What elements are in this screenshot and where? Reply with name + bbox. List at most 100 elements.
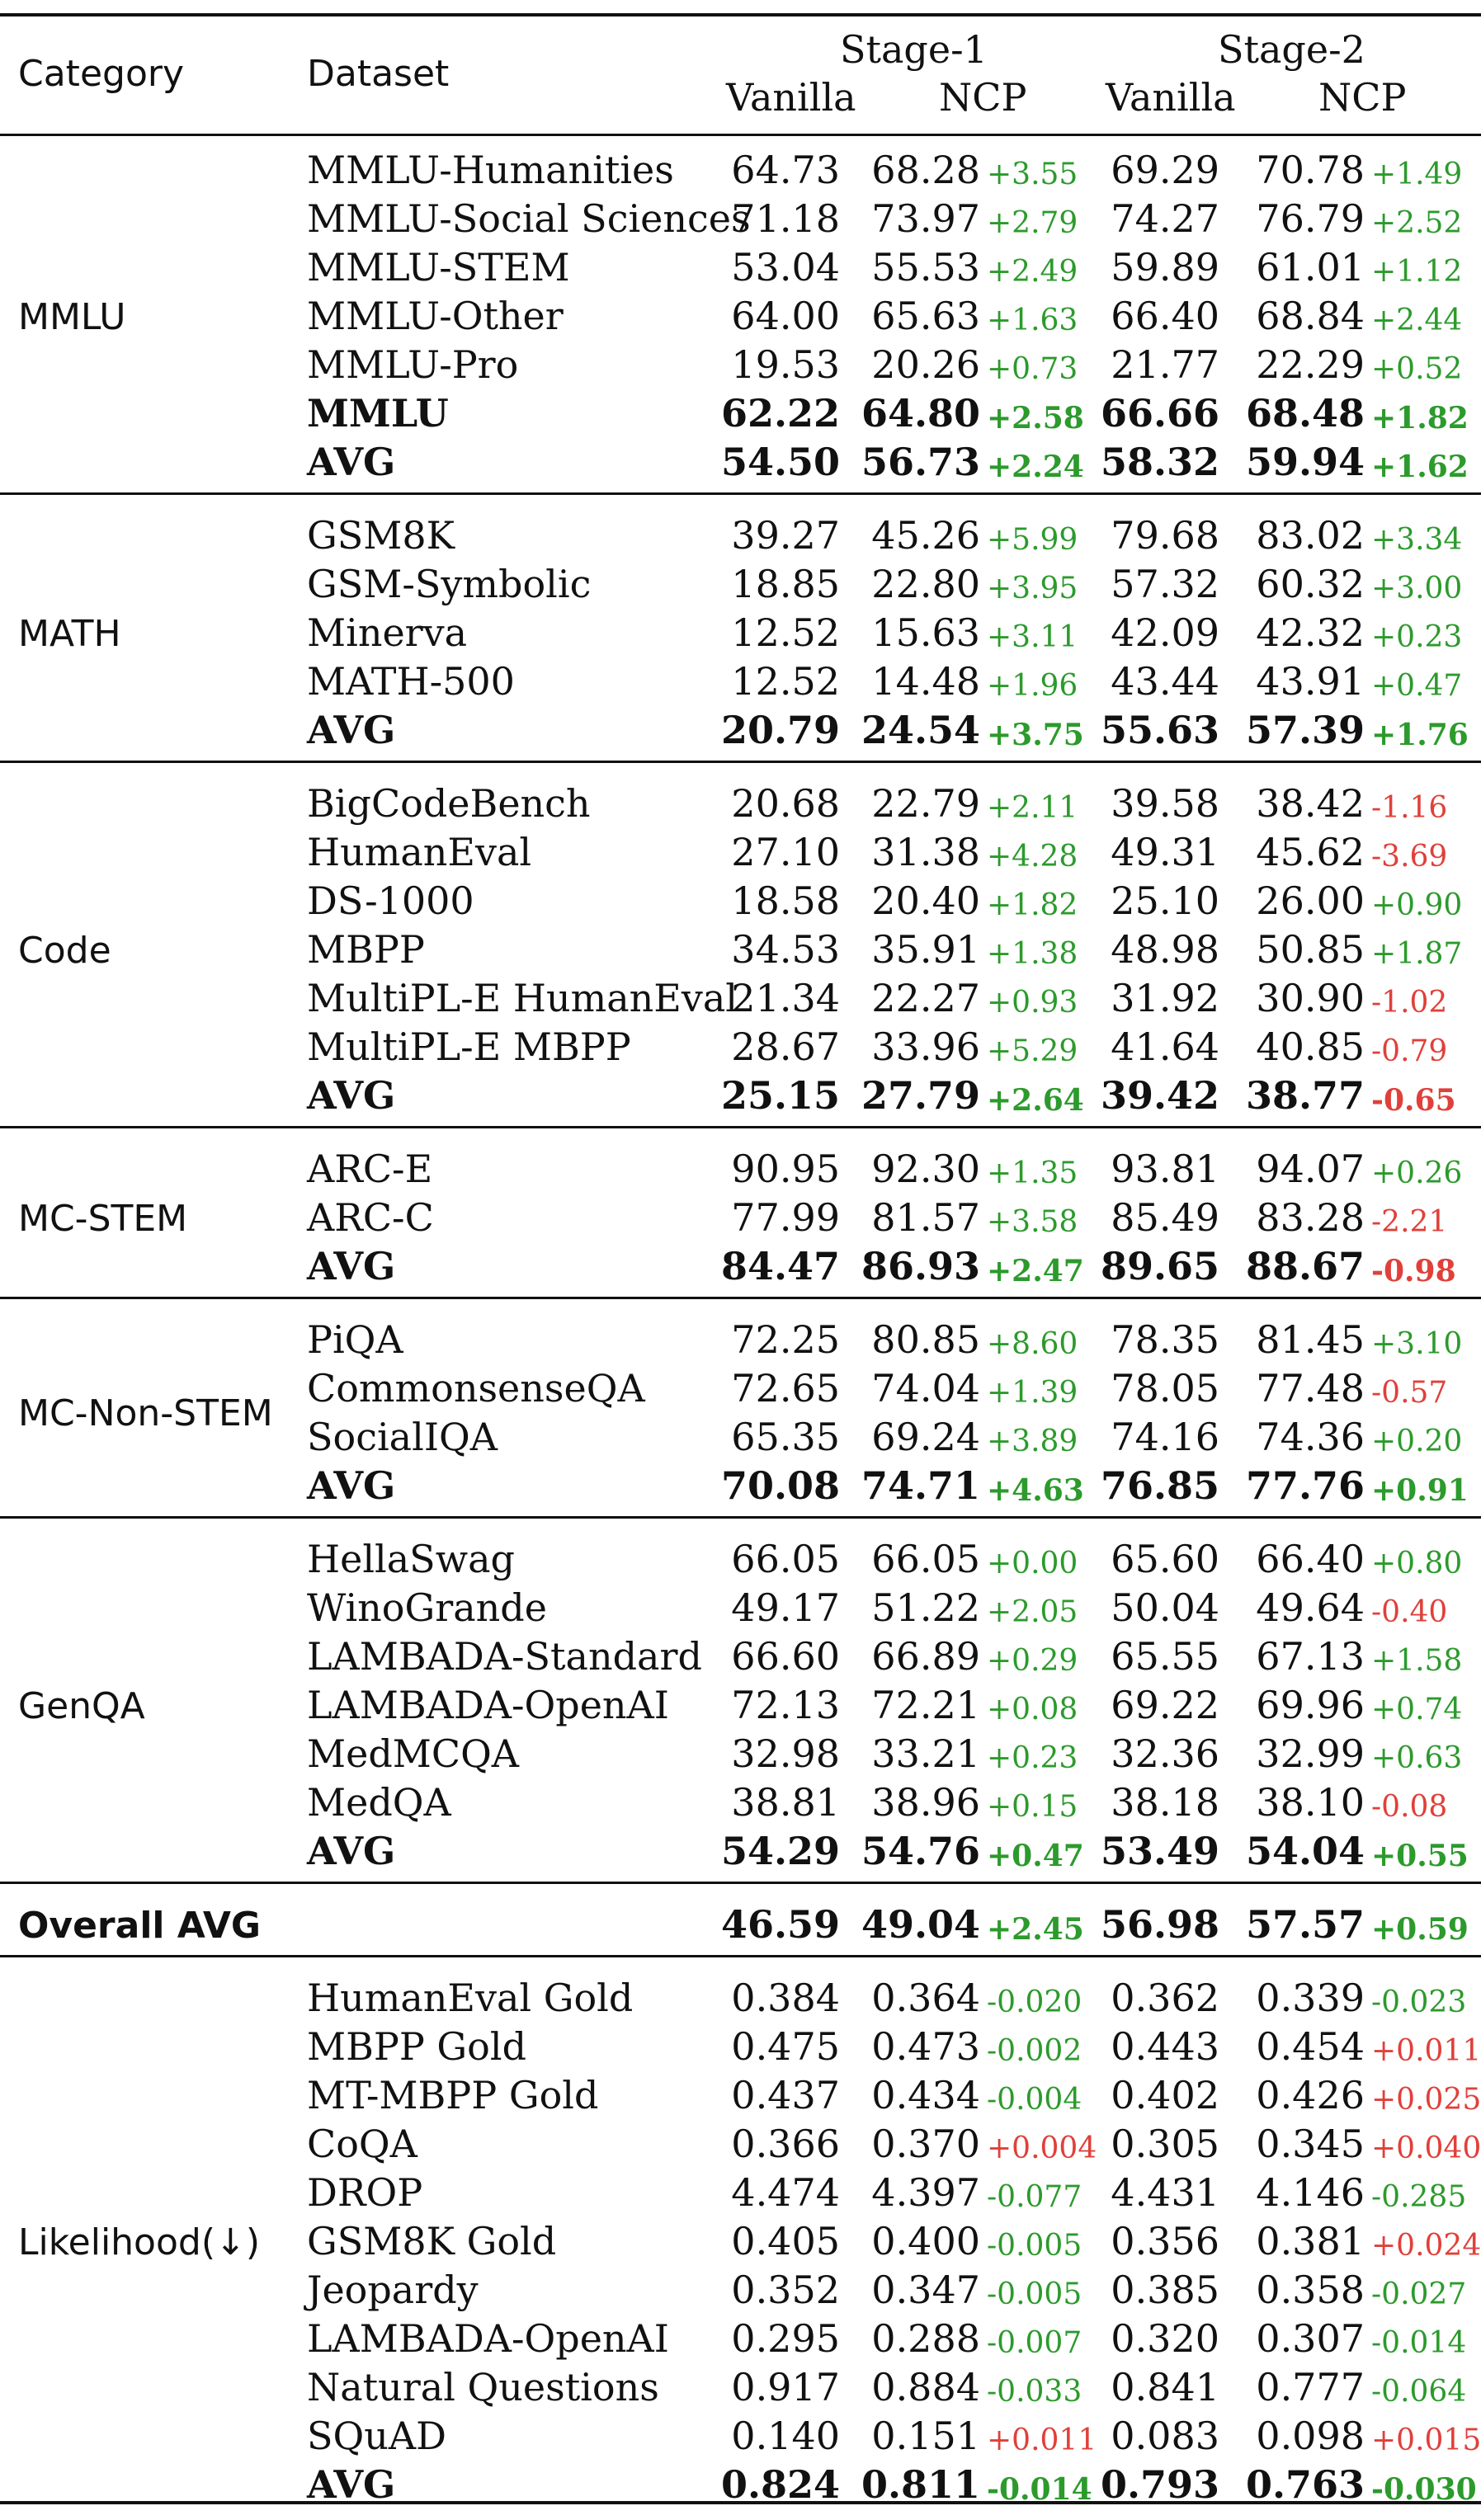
cell-s1-vanilla: 27.10: [731, 830, 840, 874]
cell-s1-ncp: 22.27: [871, 976, 980, 1020]
delta-s1: +0.29: [987, 1644, 1078, 1678]
cell-s1-vanilla: 64.00: [731, 294, 840, 338]
cell-s2-vanilla: 0.793: [1100, 2462, 1219, 2507]
delta-s2: +0.015: [1371, 2423, 1481, 2457]
cell-s2-ncp: 38.42: [1256, 781, 1365, 826]
dataset-name: AVG: [307, 1829, 396, 1873]
category-label: MATH: [18, 612, 121, 655]
cell-s1-vanilla: 84.47: [720, 1244, 840, 1288]
cell-s1-vanilla: 72.25: [731, 1317, 840, 1362]
dataset-name: AVG: [307, 440, 396, 484]
delta-s1: +4.28: [987, 840, 1078, 874]
delta-s1: +2.45: [987, 1912, 1084, 1947]
cell-s1-vanilla: 54.29: [720, 1829, 840, 1873]
delta-s2: -3.69: [1371, 840, 1448, 874]
cell-s1-vanilla: 0.437: [731, 2073, 840, 2117]
cell-s2-vanilla: 76.85: [1100, 1463, 1219, 1508]
delta-s1: +4.63: [987, 1473, 1084, 1508]
header-stage1: Stage-1: [840, 27, 988, 72]
delta-s2: -2.21: [1371, 1205, 1448, 1239]
cell-s2-ncp: 68.84: [1256, 294, 1365, 338]
cell-s1-ncp: 49.04: [861, 1902, 980, 1947]
dataset-name: AVG: [307, 1073, 396, 1118]
delta-s2: +2.52: [1371, 206, 1463, 240]
dataset-name: DROP: [307, 2170, 423, 2215]
cell-s1-ncp: 72.21: [871, 1683, 980, 1727]
delta-s2: +0.23: [1371, 620, 1463, 654]
cell-s1-vanilla: 46.59: [720, 1902, 840, 1947]
delta-s1: +1.82: [987, 888, 1078, 922]
cell-s2-ncp: 45.62: [1256, 830, 1365, 874]
delta-s1: +2.64: [987, 1083, 1084, 1118]
dataset-name: ARC-C: [307, 1195, 434, 1240]
dataset-name: MATH-500: [307, 659, 515, 704]
cell-s2-ncp: 76.79: [1256, 196, 1365, 241]
delta-s2: +1.87: [1371, 937, 1463, 971]
cell-s2-ncp: 0.098: [1256, 2414, 1365, 2458]
delta-s1: +1.38: [987, 937, 1078, 971]
group-separator: [0, 492, 1481, 495]
delta-s2: +0.52: [1371, 352, 1463, 386]
delta-s1: +5.99: [987, 523, 1078, 557]
cell-s1-vanilla: 72.65: [731, 1366, 840, 1411]
dataset-name: AVG: [307, 2462, 396, 2507]
cell-s2-vanilla: 0.362: [1111, 1976, 1219, 2020]
cell-s2-ncp: 4.146: [1256, 2170, 1365, 2215]
dataset-name: LAMBADA-Standard: [307, 1634, 702, 1679]
delta-s1: +1.96: [987, 669, 1078, 703]
delta-s1: -0.005: [987, 2229, 1082, 2263]
cell-s1-vanilla: 0.824: [720, 2462, 840, 2507]
cell-s1-ncp: 0.347: [871, 2268, 980, 2312]
delta-s1: +0.73: [987, 352, 1078, 386]
cell-s2-vanilla: 65.55: [1111, 1634, 1219, 1679]
delta-s2: -0.57: [1371, 1376, 1448, 1410]
delta-s2: +0.025: [1371, 2083, 1481, 2117]
cell-s1-vanilla: 0.295: [731, 2316, 840, 2361]
cell-s1-ncp: 24.54: [861, 708, 980, 752]
cell-s1-ncp: 66.89: [871, 1634, 980, 1679]
dataset-name: MMLU-STEM: [307, 245, 570, 290]
cell-s2-vanilla: 55.63: [1100, 708, 1219, 752]
cell-s1-ncp: 33.96: [871, 1024, 980, 1069]
cell-s1-vanilla: 21.34: [731, 976, 840, 1020]
cell-s2-ncp: 42.32: [1256, 610, 1365, 655]
cell-s2-ncp: 0.339: [1256, 1976, 1365, 2020]
cell-s2-vanilla: 38.18: [1111, 1780, 1219, 1825]
cell-s2-vanilla: 57.32: [1111, 562, 1219, 606]
category-label: Likelihood(↓): [18, 2221, 261, 2263]
dataset-name: MMLU-Humanities: [307, 148, 674, 192]
cell-s1-vanilla: 32.98: [731, 1731, 840, 1776]
header-stage2: Stage-2: [1218, 27, 1365, 72]
cell-s1-ncp: 0.288: [871, 2316, 980, 2361]
cell-s2-ncp: 40.85: [1256, 1024, 1365, 1069]
delta-s2: -0.40: [1371, 1595, 1448, 1629]
cell-s2-ncp: 26.00: [1256, 878, 1365, 923]
category-label: Overall AVG: [18, 1904, 262, 1947]
delta-s2: +0.040: [1371, 2131, 1481, 2165]
delta-s1: +3.89: [987, 1425, 1078, 1458]
cell-s2-ncp: 83.02: [1256, 513, 1365, 558]
delta-s2: +1.49: [1371, 158, 1463, 191]
dataset-name: PiQA: [307, 1317, 403, 1362]
delta-s1: +2.11: [987, 791, 1078, 825]
delta-s1: +0.011: [987, 2423, 1097, 2457]
cell-s2-vanilla: 39.42: [1100, 1073, 1219, 1118]
group-separator: [0, 1297, 1481, 1299]
cell-s1-vanilla: 70.08: [720, 1463, 840, 1508]
cell-s2-vanilla: 39.58: [1111, 781, 1219, 826]
cell-s1-ncp: 33.21: [871, 1731, 980, 1776]
delta-s1: +2.58: [987, 401, 1084, 436]
delta-s2: +3.10: [1371, 1327, 1463, 1361]
delta-s2: -0.014: [1371, 2326, 1467, 2360]
delta-s2: -1.02: [1371, 986, 1448, 1020]
delta-s1: -0.033: [987, 2375, 1082, 2409]
dataset-name: HellaSwag: [307, 1537, 515, 1581]
cell-s1-ncp: 81.57: [871, 1195, 980, 1240]
delta-s1: +3.95: [987, 572, 1078, 605]
cell-s2-ncp: 0.763: [1245, 2462, 1365, 2507]
cell-s1-ncp: 69.24: [871, 1415, 980, 1459]
cell-s1-vanilla: 90.95: [731, 1147, 840, 1191]
cell-s2-ncp: 0.777: [1256, 2365, 1365, 2409]
cell-s1-ncp: 4.397: [871, 2170, 980, 2215]
cell-s2-ncp: 66.40: [1256, 1537, 1365, 1581]
